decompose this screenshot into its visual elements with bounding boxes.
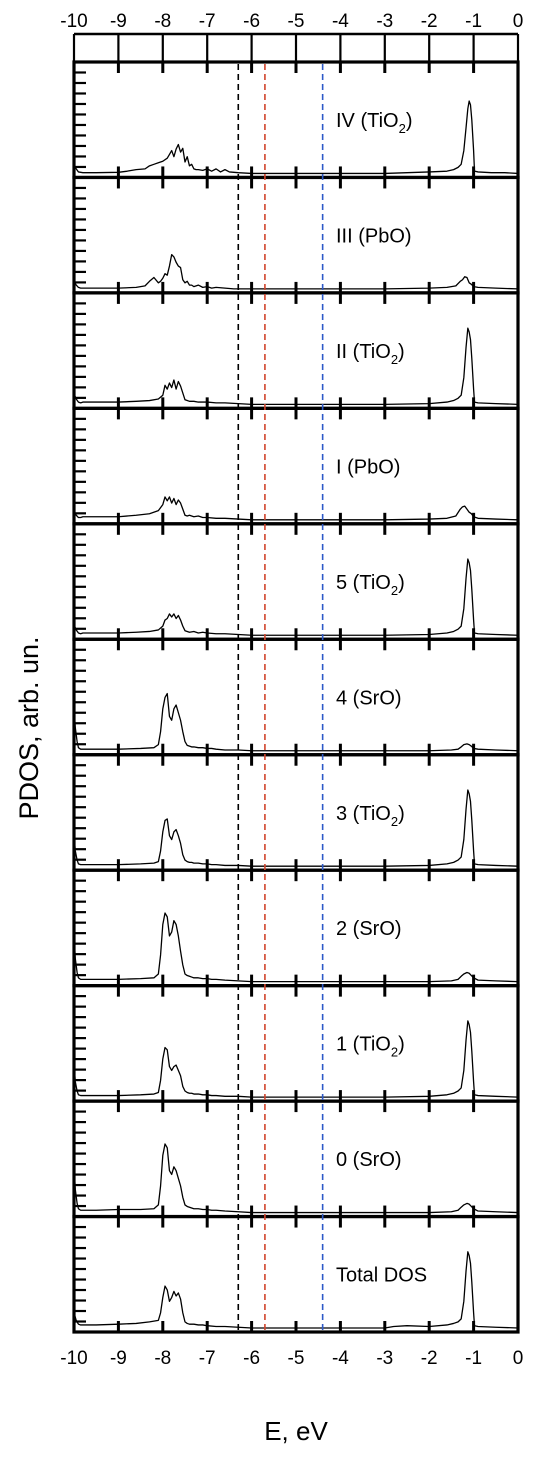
x-tick-label-bottom: -9	[110, 1348, 127, 1369]
panel-frame	[72, 175, 520, 295]
panel-frame	[72, 522, 520, 641]
x-tick-label-top: -10	[60, 11, 87, 32]
panel-label: 0 (SrO)	[336, 1149, 402, 1171]
x-tick-label-top: -8	[154, 11, 171, 32]
pdos-series-line	[73, 692, 519, 752]
x-tick-label-bottom: 0	[513, 1348, 524, 1369]
panel: IV (TiO2)	[72, 60, 520, 180]
x-tick-label-top: -7	[199, 11, 216, 32]
y-axis-label: PDOS, arb. un.	[14, 636, 44, 819]
panel-frame	[72, 60, 520, 180]
panel-label: 2 (SrO)	[336, 918, 402, 940]
x-tick-label-bottom: -2	[421, 1348, 438, 1369]
pdos-series-line	[73, 1251, 519, 1329]
panel: III (PbO)	[72, 175, 520, 295]
pdos-series-line	[73, 912, 519, 983]
panel-label: II (TiO2)	[336, 341, 405, 367]
panel-label: 5 (TiO2)	[336, 572, 405, 598]
x-tick-label-bottom: -10	[60, 1348, 87, 1369]
pdos-series-line	[73, 253, 519, 290]
x-tick-label-bottom: -3	[376, 1348, 393, 1369]
x-tick-label-top: -2	[421, 11, 438, 32]
panel-frame	[72, 1099, 520, 1219]
panel-label: IV (TiO2)	[336, 110, 413, 136]
x-tick-label-bottom: -4	[332, 1348, 349, 1369]
panel: II (TiO2)	[72, 291, 520, 410]
panel-frame	[72, 753, 520, 872]
x-axis-label: E, eV	[264, 1416, 328, 1446]
panel-frame	[72, 406, 520, 526]
panel-label: 4 (SrO)	[336, 688, 402, 710]
panel: 0 (SrO)	[72, 1099, 520, 1219]
panel-label: 1 (TiO2)	[336, 1034, 405, 1060]
panel-frame	[72, 984, 520, 1103]
x-tick-label-bottom: -1	[465, 1348, 482, 1369]
x-tick-label-bottom: -8	[154, 1348, 171, 1369]
axis-layer: -10-10-9-9-8-8-7-7-6-6-5-5-4-4-3-3-2-2-1…	[60, 11, 523, 1369]
pdos-series-line	[73, 100, 519, 175]
pdos-series-line	[73, 327, 519, 406]
panel: Total DOS	[72, 1214, 520, 1334]
panel-label: 3 (TiO2)	[336, 803, 405, 829]
panel: 3 (TiO2)	[72, 753, 520, 872]
panel: I (PbO)	[72, 406, 520, 526]
panel-frame	[72, 291, 520, 410]
panel: 4 (SrO)	[72, 637, 520, 757]
x-tick-label-top: -6	[243, 11, 260, 32]
panel: 1 (TiO2)	[72, 984, 520, 1103]
panel: 2 (SrO)	[72, 868, 520, 988]
x-tick-label-bottom: -6	[243, 1348, 260, 1369]
pdos-series-line	[73, 1143, 519, 1214]
x-tick-label-top: -9	[110, 11, 127, 32]
x-tick-label-top: -5	[288, 11, 305, 32]
panels-layer: IV (TiO2) III (PbO) II (TiO2) I (PbO) 5 (TiO…	[72, 60, 520, 1334]
panel: 5 (TiO2)	[72, 522, 520, 641]
pdos-series-line	[73, 1020, 519, 1098]
x-tick-label-top: -1	[465, 11, 482, 32]
reference-lines-layer	[237, 64, 324, 1330]
pdos-series-line	[73, 558, 519, 636]
panel-label: III (PbO)	[336, 226, 412, 248]
panel-frame	[72, 868, 520, 988]
x-tick-label-top: -3	[376, 11, 393, 32]
pdos-series-line	[73, 789, 519, 867]
panel-label: I (PbO)	[336, 457, 400, 479]
x-tick-label-bottom: -7	[199, 1348, 216, 1369]
x-tick-label-top: -4	[332, 11, 349, 32]
panel-frame	[72, 1214, 520, 1334]
x-tick-label-top: 0	[513, 11, 524, 32]
pdos-series-line	[73, 496, 519, 521]
panel-frame	[72, 637, 520, 757]
x-tick-label-bottom: -5	[288, 1348, 305, 1369]
panel-label: Total DOS	[336, 1265, 427, 1287]
